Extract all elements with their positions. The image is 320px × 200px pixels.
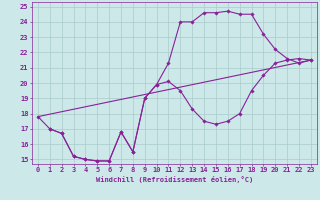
X-axis label: Windchill (Refroidissement éolien,°C): Windchill (Refroidissement éolien,°C)	[96, 176, 253, 183]
